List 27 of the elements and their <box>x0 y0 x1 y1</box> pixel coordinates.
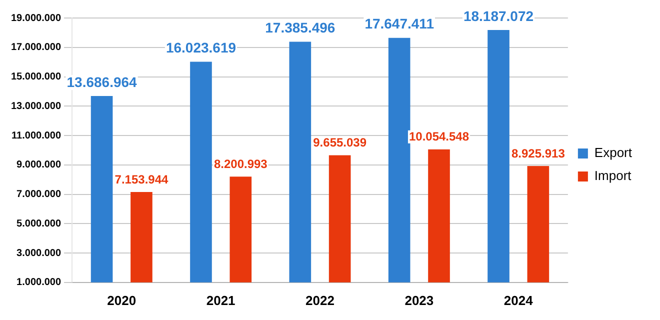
x-tick-label: 2024 <box>504 292 534 308</box>
data-label: 18.187.072 <box>463 8 534 24</box>
legend-label: Import <box>594 168 632 184</box>
y-tick-label: 3.000.000 <box>16 248 62 259</box>
y-tick-label: 9.000.000 <box>16 160 62 171</box>
data-label: 17.385.496 <box>265 20 336 36</box>
x-tick-label: 2022 <box>306 292 334 308</box>
y-tick-label: 13.000.000 <box>10 100 62 112</box>
data-label: 8.925.913 <box>511 146 566 160</box>
legend-label: Export <box>594 145 632 160</box>
y-tick-label: 17.000.000 <box>10 42 62 54</box>
y-tick-label: 1.000.000 <box>16 277 62 288</box>
data-label: 10.054.548 <box>408 130 470 144</box>
data-label: 17.647.411 <box>364 16 434 32</box>
y-tick-label: 15.000.000 <box>10 72 62 83</box>
x-tick-label: 2023 <box>404 292 434 308</box>
y-tick-label: 11.000.000 <box>12 130 62 142</box>
y-tick-label: 5.000.000 <box>16 218 62 230</box>
data-label: 7.153.944 <box>114 172 168 186</box>
data-label: 9.655.039 <box>313 136 367 150</box>
data-label: 13.686.964 <box>66 74 138 90</box>
data-label: 16.023.619 <box>166 40 236 56</box>
y-tick-label: 7.000.000 <box>16 189 62 200</box>
y-tick-label: 19.000.000 <box>10 12 62 24</box>
x-tick-label: 2020 <box>107 292 136 308</box>
x-tick-label: 2021 <box>206 292 236 308</box>
data-label: 8.200.993 <box>214 156 268 171</box>
